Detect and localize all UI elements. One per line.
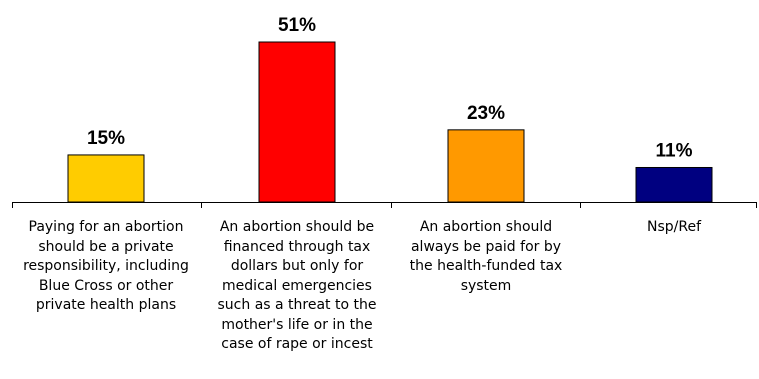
category-label-line: private health plans [35,297,177,313]
bar [447,129,525,203]
category-label: Nsp/Ref [581,218,759,238]
category-label-line: should be a private [38,238,174,255]
category-label-line: Nsp/Ref [646,219,701,235]
bar [67,154,145,203]
category-label: An abortion should always be paid for by t… [393,218,579,296]
category-label-line: An abortion should [419,219,553,235]
category-label-line: the health-funded tax [409,258,563,274]
category-label-line: medical emergencies [222,277,372,294]
category-label-line: system [460,277,512,294]
bar [258,41,336,203]
category-label: An abortion should be financed through ta… [204,218,390,355]
category-label-line: responsibility, including [23,258,189,274]
category-label-line: Blue Cross or other [38,277,174,294]
category-label-line: An abortion should be [219,219,375,235]
bar [635,166,713,203]
data-label: 11% [656,140,693,161]
category-label-line: Paying for an abortion [28,219,184,235]
data-label: 51% [278,15,316,36]
category-label-line: mother's life or in the [221,316,373,333]
category-label-line: dollars but only for [230,258,364,274]
data-label: 23% [467,103,505,124]
category-label: Paying for an abortion should be a privat… [13,218,199,316]
category-label-line: always be paid for by [410,238,562,255]
category-label-line: case of rape or incest [221,336,373,352]
category-label-line: such as a threat to the [217,297,377,313]
data-label: 15% [87,128,125,149]
category-label-line: financed through tax [223,238,371,255]
